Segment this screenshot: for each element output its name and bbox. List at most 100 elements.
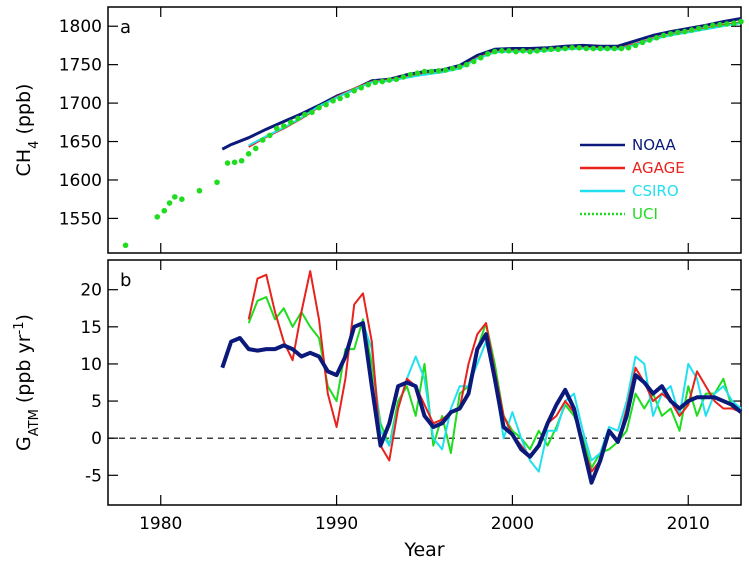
uci-data-point: [534, 48, 540, 54]
panel-a-y-tick-label: 1700: [59, 94, 102, 114]
panel-a-series-agage: [248, 21, 742, 148]
panel-a-y-tick-label: 1750: [59, 56, 102, 76]
panel-b-y-tick-label: 20: [80, 281, 102, 301]
uci-data-point: [569, 44, 575, 51]
x-axis-title: Year: [403, 539, 444, 561]
x-tick-label: 2000: [491, 514, 534, 534]
uci-data-point: [214, 179, 220, 186]
uci-data-point: [520, 48, 526, 54]
uci-data-point: [477, 54, 484, 61]
uci-data-point: [625, 44, 632, 51]
panel-b-y-tick-label: 15: [80, 318, 102, 338]
uci-data-point: [330, 97, 336, 104]
panel-b-y-tick-label: 0: [91, 429, 102, 449]
uci-data-point: [703, 24, 709, 30]
uci-data-point: [372, 79, 379, 86]
x-tick-label: 2010: [667, 514, 710, 534]
uci-data-point: [245, 151, 252, 157]
uci-data-point: [492, 48, 498, 55]
uci-data-point: [485, 51, 491, 57]
uci-data-point: [288, 119, 294, 126]
uci-data-point: [724, 21, 730, 27]
panel-a-y-tick-label: 1800: [59, 17, 102, 37]
uci-data-point: [400, 74, 407, 80]
uci-data-point: [259, 137, 266, 143]
panel-a-y-axis-title: CH4 (ppb): [13, 84, 42, 177]
uci-data-point: [576, 44, 583, 51]
panel-a-y-tick-label: 1650: [59, 133, 102, 153]
uci-data-point: [583, 45, 590, 52]
x-tick-label: 1990: [315, 514, 358, 534]
panel-b-series-uci: [247, 296, 741, 469]
uci-data-point: [407, 71, 414, 78]
legend-label-uci: UCI: [632, 205, 658, 223]
uci-data-point: [688, 27, 695, 33]
legend-label-csiro: CSIRO: [632, 182, 679, 200]
uci-data-point: [470, 58, 477, 65]
uci-data-point: [548, 46, 554, 53]
uci-data-point: [252, 145, 259, 152]
uci-data-point: [639, 39, 646, 46]
uci-data-point: [323, 101, 329, 108]
panel-b-letter: b: [120, 270, 131, 291]
uci-data-point: [660, 32, 667, 39]
uci-data-point: [456, 64, 463, 70]
uci-data-point: [161, 207, 168, 214]
uci-data-point: [731, 20, 737, 26]
panel-b-series-noaa: [220, 321, 743, 485]
uci-data-point: [632, 42, 639, 49]
uci-data-point: [681, 28, 688, 35]
uci-data-point: [154, 214, 161, 220]
panel-a-y-tick-label: 1600: [59, 171, 102, 191]
panel-b-frame: [107, 259, 742, 506]
panel-a-letter: a: [120, 17, 131, 38]
uci-data-point: [527, 48, 533, 55]
panel-a-series-noaa: [221, 17, 742, 151]
uci-data-point: [653, 34, 660, 41]
uci-data-point: [166, 200, 173, 206]
panel-a-y-tick-label: 1550: [59, 209, 102, 229]
uci-data-point: [421, 68, 428, 75]
uci-data-point: [738, 18, 744, 25]
panel-b-series-csiro: [362, 322, 742, 473]
panel-b-y-tick-label: 10: [80, 355, 102, 375]
uci-data-point: [449, 65, 456, 72]
uci-data-point: [231, 159, 238, 166]
legend: NOAA AGAGE CSIRO UCI: [580, 136, 685, 223]
panel-b-y-tick-label: -5: [85, 466, 102, 486]
uci-data-point: [696, 25, 702, 32]
uci-data-point: [351, 87, 357, 94]
panel-a-frame: [107, 6, 742, 254]
uci-data-point: [541, 47, 547, 53]
uci-data-point: [302, 111, 308, 118]
uci-data-point: [196, 187, 203, 194]
uci-data-point: [506, 48, 512, 54]
uci-data-point: [274, 125, 280, 132]
uci-data-point: [414, 70, 421, 76]
panel-b: -5 0 5 10 15 20 1980 1990 2000 2010 b GATM (ppb y…: [12, 259, 743, 561]
panel-b-y-axis-title: GATM (ppb yr-1): [12, 314, 42, 451]
uci-data-point: [309, 109, 315, 116]
uci-data-point: [393, 76, 400, 83]
uci-data-point: [122, 242, 129, 249]
uci-data-point: [337, 95, 343, 102]
uci-data-point: [590, 45, 597, 52]
panel-a-series-csiro: [248, 22, 742, 147]
uci-data-point: [316, 104, 322, 111]
uci-data-point: [442, 67, 449, 73]
uci-data-point: [281, 123, 287, 129]
uci-data-point: [717, 21, 723, 28]
uci-data-point: [386, 77, 393, 83]
uci-data-point: [224, 160, 231, 166]
uci-data-point: [555, 46, 561, 53]
uci-data-point: [597, 45, 604, 52]
uci-data-point: [358, 84, 365, 91]
legend-label-noaa: NOAA: [632, 136, 676, 154]
uci-data-point: [295, 115, 301, 122]
uci-data-point: [562, 45, 568, 52]
uci-data-point: [710, 22, 716, 29]
uci-data-point: [463, 61, 470, 68]
uci-data-point: [238, 157, 245, 164]
uci-data-point: [674, 29, 681, 36]
